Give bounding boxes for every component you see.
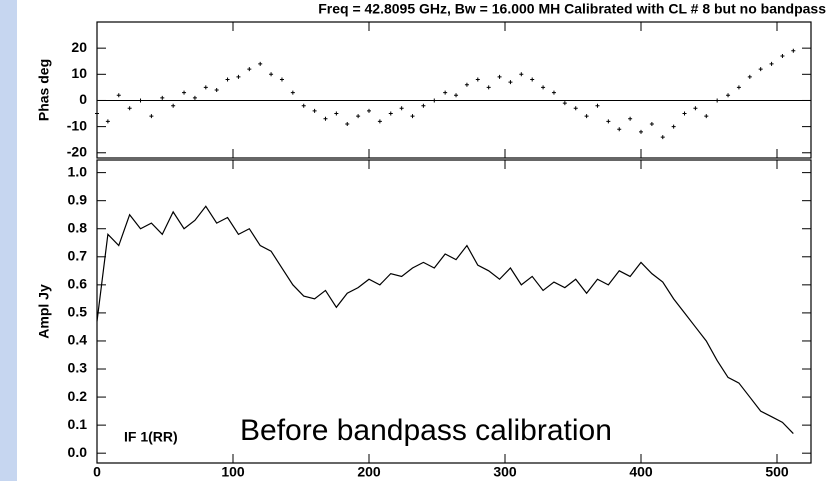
y-tick-label: -20 [67, 143, 87, 159]
y-tick-label: 0.7 [68, 247, 88, 263]
y-tick-label: 0.6 [68, 276, 88, 292]
x-tick-label: 100 [221, 464, 245, 480]
y-tick-label: 0.0 [68, 444, 88, 460]
data-point [388, 111, 393, 116]
data-point [192, 95, 197, 100]
x-tick-label: 500 [765, 464, 789, 480]
y-tick-label: 0.5 [68, 304, 88, 320]
data-point [323, 116, 328, 121]
data-point [421, 103, 426, 108]
data-point [334, 111, 339, 116]
y-tick-label: 20 [71, 39, 87, 55]
y-tick-label: 0.4 [68, 332, 88, 348]
data-point [116, 93, 121, 98]
data-point [269, 72, 274, 77]
data-point [769, 61, 774, 66]
y-tick-label: 10 [71, 65, 87, 81]
data-point [541, 85, 546, 90]
data-point [519, 72, 524, 77]
data-point [682, 111, 687, 116]
data-point [617, 127, 622, 132]
data-point [726, 93, 731, 98]
data-point [127, 106, 132, 111]
data-point [443, 90, 448, 95]
data-point [628, 116, 633, 121]
data-point [791, 48, 796, 53]
data-point [693, 106, 698, 111]
data-point [399, 106, 404, 111]
data-point [149, 114, 154, 119]
data-point [551, 90, 556, 95]
data-point [464, 82, 469, 87]
data-point [606, 119, 611, 124]
data-point [758, 67, 763, 72]
y-tick-label: 0.1 [68, 416, 88, 432]
data-point [105, 119, 110, 124]
data-point [475, 77, 480, 82]
data-point [715, 98, 720, 103]
annotation: IF 1(RR) [124, 429, 178, 445]
data-line [96, 205, 794, 434]
x-tick-label: 300 [493, 464, 517, 480]
data-point [356, 114, 361, 119]
data-point [595, 103, 600, 108]
data-point [345, 122, 350, 126]
data-point [236, 74, 241, 79]
plot-frame [96, 159, 812, 464]
data-point [160, 95, 165, 100]
data-point [671, 124, 676, 129]
data-point [258, 61, 263, 66]
y-tick-label: 0.3 [68, 360, 88, 376]
data-point [639, 129, 643, 134]
plot-frame [96, 21, 812, 159]
annotation: Before bandpass calibration [240, 414, 612, 447]
data-point [301, 103, 306, 108]
data-point [182, 90, 187, 95]
data-point [312, 108, 317, 113]
chart-title: Freq = 42.8095 GHz, Bw = 16.000 MH Calib… [318, 1, 826, 17]
data-point [660, 135, 665, 140]
data-point [203, 85, 208, 90]
data-point [497, 74, 502, 79]
y-tick-label: 1.0 [68, 163, 88, 179]
data-point [508, 80, 513, 85]
data-point [486, 85, 491, 90]
data-point [138, 98, 143, 103]
data-point [780, 54, 785, 58]
data-point [562, 101, 567, 106]
x-tick-label: 0 [93, 464, 101, 480]
data-point [736, 85, 741, 90]
data-point [704, 114, 709, 119]
y-tick-label: 0.8 [68, 219, 88, 235]
data-point [410, 114, 415, 119]
y-tick-label: 0.2 [68, 388, 88, 404]
data-point [247, 67, 252, 72]
x-tick-label: 200 [357, 464, 381, 480]
data-point [573, 106, 578, 111]
data-point [584, 114, 589, 119]
plot-background [17, 0, 829, 481]
y-axis-label: Ampl Jy [36, 284, 52, 339]
data-point [279, 77, 284, 82]
data-point [649, 122, 654, 126]
data-point [432, 98, 437, 103]
y-tick-label: 0.9 [68, 191, 88, 207]
y-tick-label: 0 [79, 91, 87, 107]
data-point [171, 103, 176, 108]
data-point [225, 77, 230, 82]
data-point [377, 119, 382, 124]
y-axis-label: Phas deg [36, 59, 52, 121]
data-point [214, 88, 219, 92]
x-tick-label: 400 [629, 464, 653, 480]
data-point [454, 93, 459, 98]
y-tick-label: -10 [67, 117, 87, 133]
data-point [367, 108, 371, 113]
data-point [290, 90, 295, 95]
data-point [747, 74, 752, 79]
data-point [530, 77, 535, 82]
data-point [95, 111, 99, 116]
